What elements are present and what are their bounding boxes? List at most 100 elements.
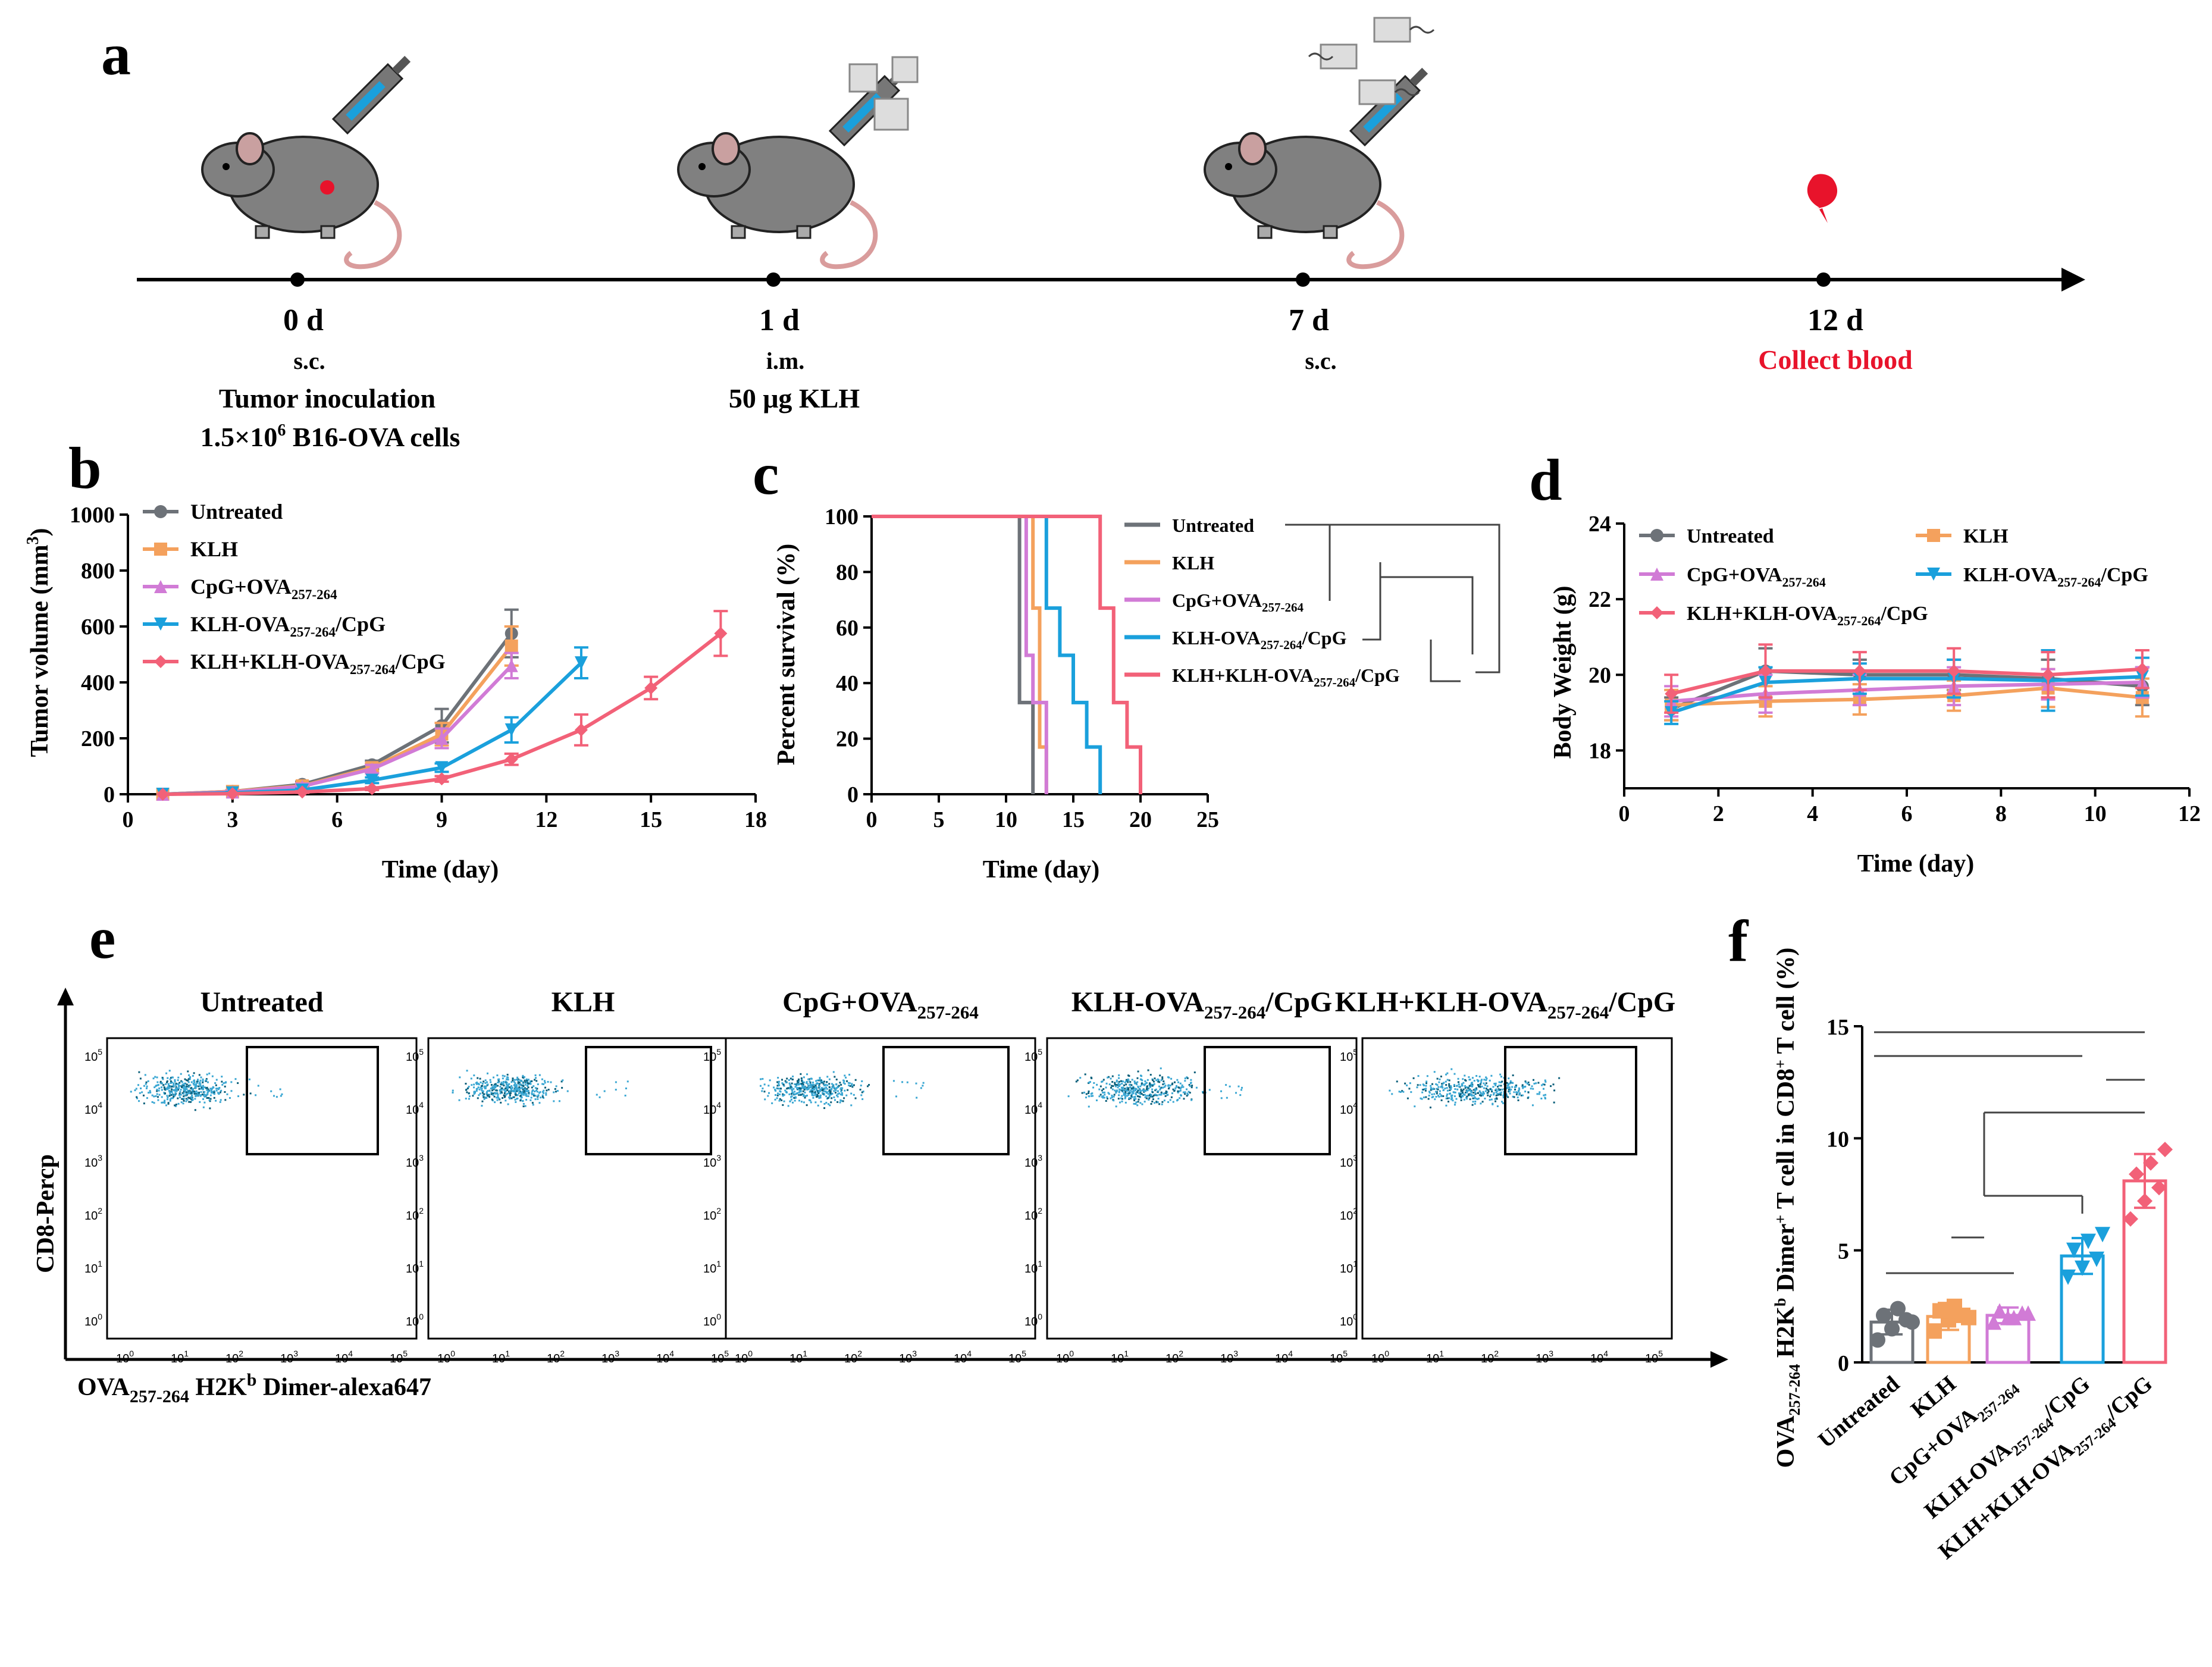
flow-event [543,1089,545,1092]
flow-event [490,1093,493,1095]
flow-event [1431,1083,1434,1085]
flow-event [1122,1086,1124,1089]
flow-event [1116,1090,1118,1092]
flow-event [1176,1079,1179,1081]
flow-event [175,1090,177,1092]
flow-event [193,1072,195,1074]
y-tick-label: 400 [81,670,115,695]
flow-event [1481,1101,1484,1103]
flow-plot-title-2: CpG+OVA257-264 [782,986,979,1023]
flow-event [1149,1093,1151,1095]
flow-event [1469,1089,1471,1092]
flow-event [1446,1072,1449,1074]
flow-event [488,1090,491,1092]
x-axis-title-b: Time (day) [382,856,499,883]
flow-event [1106,1098,1108,1100]
flow-event [1143,1083,1146,1086]
flow-event [866,1085,869,1088]
flow-event [1441,1085,1443,1087]
flow-event [138,1100,140,1102]
data-point [2135,662,2149,676]
flow-event [534,1095,537,1097]
flow-event [514,1088,516,1091]
flow-event [1108,1083,1111,1086]
flow-event [1431,1088,1434,1091]
flow-event [173,1089,175,1091]
flow-event [174,1089,176,1091]
data-point [1884,1321,1900,1337]
flow-event [1530,1088,1532,1090]
flow-event [767,1085,770,1087]
flow-event [844,1089,846,1092]
flow-event [187,1080,189,1082]
flow-event [792,1075,794,1077]
flow-event [1126,1090,1129,1092]
y-tick-label: 10 [1826,1127,1849,1152]
flow-event [536,1091,538,1093]
flow-event [1186,1092,1189,1095]
flow-event [1115,1083,1117,1086]
flow-event [1167,1093,1169,1096]
flow-event [798,1078,800,1080]
flow-event [503,1089,505,1091]
flow-event [1498,1081,1500,1083]
flow-event [791,1078,794,1080]
flow-event [561,1086,563,1089]
flow-event [485,1091,488,1093]
flow-event [827,1097,829,1099]
flow-event [1111,1096,1113,1098]
flow-event [1468,1076,1470,1078]
flow-event [819,1096,822,1099]
flow-event [1497,1088,1500,1091]
flow-event [1126,1086,1129,1089]
flow-event [798,1099,801,1102]
flow-event [1160,1079,1163,1082]
flow-event [468,1098,470,1100]
flow-event [809,1081,812,1083]
y-log-tick: 105 [84,1047,102,1064]
flow-event [1518,1088,1521,1091]
flow-event [154,1076,156,1078]
flow-event [515,1101,517,1103]
x-tick-label: 18 [744,807,767,832]
flow-event [1432,1096,1434,1098]
flow-event [505,1083,507,1086]
flow-event [206,1073,208,1076]
flow-event [1461,1085,1464,1087]
flow-event [1439,1078,1441,1080]
data-point [154,505,167,518]
flow-event [1102,1079,1105,1081]
flow-event [1145,1082,1147,1085]
flow-event [1462,1093,1465,1095]
flow-event [1477,1098,1479,1101]
flow-event [516,1088,518,1091]
y-log-tick: 105 [1340,1047,1358,1064]
flow-event [779,1093,781,1096]
x-tick-label: 12 [535,807,557,832]
flow-event [791,1095,793,1097]
y-tick-label: 24 [1588,512,1611,537]
y-log-tick: 105 [703,1047,721,1064]
flow-event [198,1083,200,1085]
flow-event [1165,1091,1167,1093]
flow-event [224,1099,227,1101]
flow-event [832,1071,835,1073]
flow-event [1160,1067,1162,1070]
flow-event [814,1091,816,1093]
panel-b: b Time (day) Tumor volume (mm3) 0 3 6 9 12 15… [24,435,767,883]
flow-event [1513,1091,1515,1093]
flow-event [195,1095,197,1098]
data-point [296,785,309,799]
flow-event [1159,1088,1161,1091]
flow-event [477,1097,479,1099]
flow-event [775,1094,777,1096]
flow-event [1067,1095,1070,1098]
flow-event [814,1085,817,1087]
flow-event [183,1083,185,1085]
flow-event [171,1076,174,1079]
flow-event [1515,1091,1518,1093]
flow-event [762,1088,764,1090]
flow-event [560,1080,563,1083]
flow-event [1146,1095,1149,1097]
flow-event [531,1093,533,1096]
